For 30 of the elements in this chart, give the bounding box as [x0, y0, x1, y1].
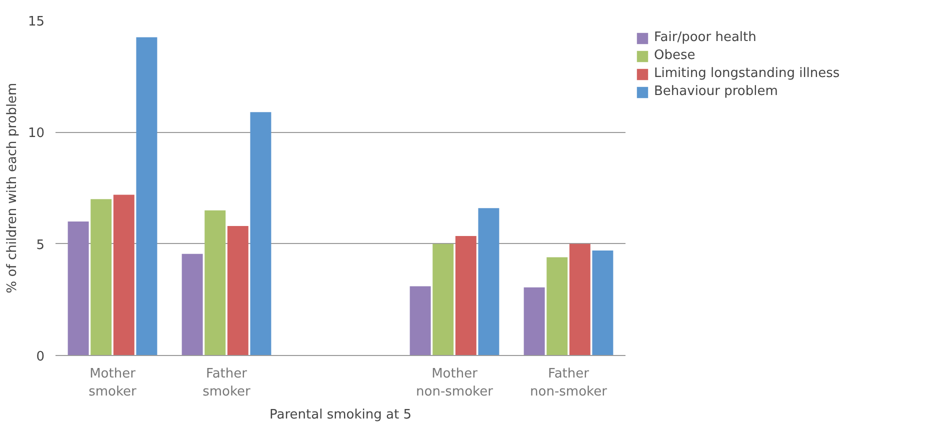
y-tick-label: 15 — [28, 14, 45, 30]
bar — [204, 210, 226, 356]
bar — [90, 199, 112, 356]
bar — [592, 250, 614, 356]
bar — [432, 244, 454, 356]
y-tick-label: 5 — [36, 238, 45, 253]
legend-label: Limiting longstanding illness — [654, 66, 840, 81]
bar — [113, 194, 134, 356]
bar — [227, 226, 248, 356]
bar — [546, 257, 568, 356]
bar — [68, 222, 89, 356]
x-tick-label: Mother non-smoker — [416, 366, 494, 400]
x-axis-title: Parental smoking at 5 — [270, 408, 412, 422]
bar — [524, 287, 545, 356]
x-tick-label: Mother smoker — [88, 366, 138, 400]
bar — [455, 236, 476, 356]
bar — [250, 112, 272, 356]
legend-label: Obese — [654, 48, 696, 63]
legend-label: Fair/poor health — [654, 30, 756, 45]
bar — [569, 244, 590, 356]
y-axis-title: % of children with each problem — [4, 82, 20, 294]
x-tick-label: Father smoker — [202, 366, 252, 400]
bar — [410, 286, 431, 356]
y-tick-label: 0 — [36, 350, 45, 364]
x-tick-label: Father non-smoker — [530, 366, 608, 400]
bar — [182, 254, 203, 356]
bar — [136, 37, 158, 356]
legend-label: Behaviour problem — [654, 84, 778, 99]
bar — [478, 208, 500, 356]
y-tick-label: 10 — [28, 126, 45, 142]
